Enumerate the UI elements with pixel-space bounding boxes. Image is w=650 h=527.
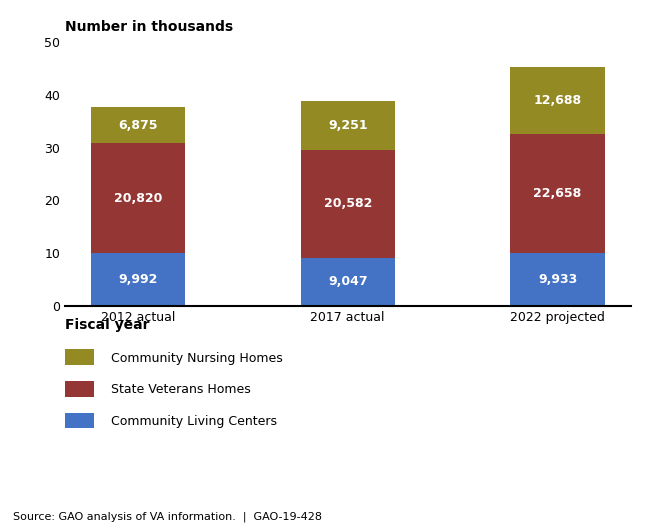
Bar [510,134,604,253]
Text: 9,992: 9,992 [118,273,157,286]
Text: Source: GAO analysis of VA information.  |  GAO-19-428: Source: GAO analysis of VA information. … [13,511,322,522]
Bar [300,258,395,306]
Bar [300,150,395,258]
Text: 9,251: 9,251 [328,119,367,132]
Bar [91,107,185,143]
Bar [91,253,185,306]
Bar [510,67,604,134]
Text: 20,820: 20,820 [114,192,162,204]
Text: Number in thousands: Number in thousands [65,20,233,34]
Text: Community Living Centers: Community Living Centers [111,415,276,428]
Text: 22,658: 22,658 [534,187,582,200]
Bar [300,101,395,150]
Bar [510,253,604,306]
Text: Community Nursing Homes: Community Nursing Homes [111,352,282,365]
Text: 6,875: 6,875 [118,119,158,132]
Bar [91,143,185,253]
Text: 9,047: 9,047 [328,275,367,288]
Text: 12,688: 12,688 [534,94,582,107]
Text: Fiscal year: Fiscal year [65,318,150,333]
Text: 20,582: 20,582 [324,197,372,210]
Text: State Veterans Homes: State Veterans Homes [111,384,250,396]
Text: 9,933: 9,933 [538,273,577,286]
